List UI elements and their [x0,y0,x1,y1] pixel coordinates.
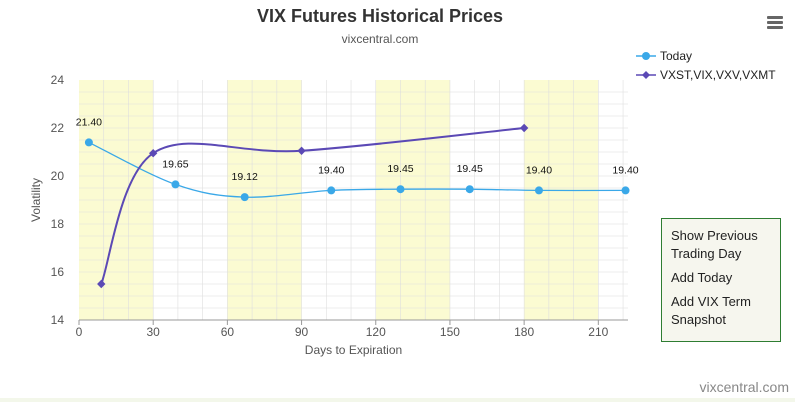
x-tick-label: 0 [76,325,83,339]
chart-title: VIX Futures Historical Prices [256,6,504,26]
y-tick-label: 14 [51,313,65,327]
y-tick-label: 20 [51,169,65,183]
data-label-today: 19.40 [612,164,638,176]
data-label-today: 19.40 [526,164,552,176]
data-point-term [297,146,306,155]
chart-subtitle: vixcentral.com [341,32,419,46]
y-tick-label: 24 [51,73,65,87]
data-label-today: 21.40 [76,116,102,128]
data-point-term [148,149,158,158]
legend-label-today: Today [660,48,693,63]
data-label-today: 19.40 [318,164,344,176]
menu-item-add-term-snapshot[interactable]: Add VIX Term Snapshot [671,294,751,327]
y-axis-title: Volatility [29,178,43,222]
legend: Today VXST,VIX,VXV,VXMT [636,46,776,84]
data-label-today: 19.12 [232,171,258,183]
data-label-today: 19.45 [457,163,483,175]
circle-marker-icon [636,51,656,60]
data-point-today [396,185,405,194]
data-point-today [171,180,180,189]
data-point-term [97,279,106,289]
legend-item-term[interactable]: VXST,VIX,VXV,VXMT [636,65,776,84]
x-tick-label: 150 [440,325,460,339]
data-point-today [240,193,249,202]
data-label-today: 19.45 [387,163,413,175]
hamburger-menu-icon[interactable] [767,16,783,30]
x-tick-label: 180 [514,325,534,339]
y-tick-label: 22 [51,121,65,135]
data-point-today [84,138,93,147]
series-line-term [100,127,525,285]
menu-item-add-today[interactable]: Add Today [671,270,733,285]
data-point-term [519,123,529,133]
x-axis-title: Days to Expiration [305,343,402,357]
data-point-today [621,186,630,195]
x-tick-label: 60 [221,325,235,339]
credit-link[interactable]: vixcentral.com [699,379,789,395]
menu-item-previous-day[interactable]: Show Previous Trading Day [671,228,758,261]
diamond-marker-icon [636,70,656,79]
data-label-today: 19.65 [162,158,188,170]
bottom-strip [0,398,795,402]
data-point-today [327,186,336,195]
x-tick-label: 90 [295,325,309,339]
y-tick-label: 18 [51,217,65,231]
legend-item-today[interactable]: Today [636,46,776,65]
legend-label-term: VXST,VIX,VXV,VXMT [660,67,776,82]
chart-options-menu: Show Previous Trading Day Add Today Add … [661,218,781,342]
x-tick-label: 210 [588,325,608,339]
y-tick-label: 16 [51,265,65,279]
x-tick-label: 30 [147,325,161,339]
x-tick-label: 120 [366,325,386,339]
data-point-today [465,185,474,194]
data-point-today [534,186,543,195]
